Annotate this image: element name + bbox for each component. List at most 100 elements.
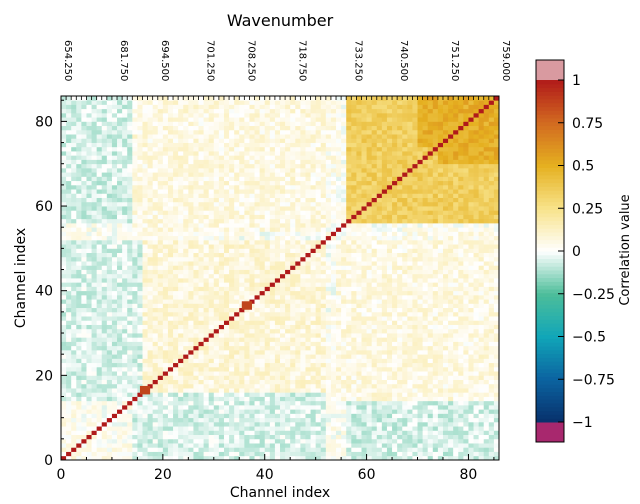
heatmap-cell xyxy=(223,294,230,300)
heatmap-cell xyxy=(366,286,373,292)
heatmap-cell xyxy=(188,430,194,435)
heatmap-cell xyxy=(453,324,459,330)
heatmap-cell xyxy=(218,451,225,457)
heatmap-cell xyxy=(493,235,500,241)
heatmap-cell xyxy=(280,286,286,292)
heatmap-cell xyxy=(412,417,418,423)
heatmap-cell xyxy=(96,413,103,419)
heatmap-cell xyxy=(330,388,337,393)
heatmap-cell xyxy=(356,438,362,444)
heatmap-cell xyxy=(111,383,118,389)
heatmap-cell xyxy=(101,256,108,262)
heatmap-cell xyxy=(234,337,240,342)
heatmap-cell xyxy=(381,294,388,300)
heatmap-cell xyxy=(117,409,123,414)
heatmap-cell xyxy=(351,451,357,457)
heatmap-cell xyxy=(173,265,179,270)
heatmap-cell xyxy=(188,303,194,309)
heatmap-cell xyxy=(280,451,286,457)
heatmap-cell xyxy=(127,328,133,334)
heatmap-cell xyxy=(320,345,327,351)
heatmap-cell xyxy=(111,371,118,376)
heatmap-cell xyxy=(442,294,449,300)
heatmap-cell xyxy=(402,379,408,385)
heatmap-cell xyxy=(132,404,138,410)
heatmap-cell xyxy=(234,282,240,287)
heatmap-cell xyxy=(183,404,189,410)
heatmap-cell xyxy=(330,396,337,402)
heatmap-cell xyxy=(320,231,327,237)
heatmap-cell xyxy=(188,231,194,237)
heatmap-cell xyxy=(412,265,418,270)
heatmap-cell xyxy=(422,413,429,419)
heatmap-cell xyxy=(285,447,291,452)
heatmap-cell xyxy=(361,434,367,440)
heatmap-cell xyxy=(422,426,429,431)
heatmap-cell xyxy=(422,282,429,287)
heatmap-cell xyxy=(142,447,148,452)
heatmap-cell xyxy=(412,443,418,448)
heatmap-cell xyxy=(310,383,317,389)
heatmap-cell xyxy=(249,239,255,245)
heatmap-cell xyxy=(325,214,332,220)
heatmap-cell xyxy=(330,320,337,325)
heatmap-cell xyxy=(442,248,449,253)
heatmap-cell xyxy=(269,404,276,410)
heatmap-cell xyxy=(315,354,322,359)
heatmap-cell xyxy=(412,239,418,245)
heatmap-cell xyxy=(142,438,148,444)
heatmap-cell xyxy=(274,417,281,423)
heatmap-cell xyxy=(81,324,87,330)
heatmap-cell xyxy=(376,345,383,351)
heatmap-cell xyxy=(295,337,301,342)
heatmap-cell xyxy=(290,396,296,402)
heatmap-cell xyxy=(198,222,204,228)
heatmap-cell xyxy=(96,261,103,266)
heatmap-cell xyxy=(71,316,77,321)
heatmap-cell xyxy=(381,354,388,359)
heatmap-cell xyxy=(106,417,113,423)
heatmap-cell xyxy=(142,235,148,241)
heatmap-cell xyxy=(96,278,103,283)
heatmap-cell xyxy=(259,434,266,440)
heatmap-cell xyxy=(341,333,347,338)
heatmap-cell xyxy=(117,252,123,258)
heatmap-cell xyxy=(183,299,189,304)
heatmap-cell xyxy=(366,434,373,440)
heatmap-cell xyxy=(356,383,362,389)
heatmap-cell xyxy=(422,273,429,279)
heatmap-cell xyxy=(234,345,240,351)
heatmap-cell xyxy=(254,392,261,397)
heatmap-cell xyxy=(127,231,133,237)
heatmap-cell xyxy=(66,307,72,313)
heatmap-cell xyxy=(361,235,367,241)
heatmap-cell xyxy=(493,396,500,402)
heatmap-cell xyxy=(249,417,255,423)
heatmap-cell xyxy=(280,311,286,317)
heatmap-cell xyxy=(213,286,220,292)
heatmap-cell xyxy=(376,299,383,304)
heatmap-cell xyxy=(66,227,72,232)
heatmap-cell xyxy=(422,358,429,364)
heatmap-cell xyxy=(213,409,220,414)
heatmap-cell xyxy=(478,400,485,406)
heatmap-cell xyxy=(407,269,413,275)
heatmap-cell xyxy=(402,404,408,410)
heatmap-cell xyxy=(188,320,194,325)
heatmap-cell xyxy=(427,388,434,393)
heatmap-cell xyxy=(223,307,230,313)
heatmap-cell xyxy=(366,231,373,237)
heatmap-cell xyxy=(453,354,459,359)
heatmap-cell xyxy=(468,244,474,249)
heatmap-cell xyxy=(91,218,98,224)
heatmap-cell xyxy=(66,299,72,304)
heatmap-cell xyxy=(361,290,367,296)
heatmap-cell xyxy=(254,320,261,325)
heatmap-cell xyxy=(310,307,317,313)
heatmap-cell xyxy=(300,231,306,237)
heatmap-cell xyxy=(315,299,322,304)
heatmap-cell xyxy=(152,434,159,440)
heatmap-cell xyxy=(392,239,398,245)
heatmap-cell xyxy=(463,349,469,355)
heatmap-cell xyxy=(478,349,485,355)
